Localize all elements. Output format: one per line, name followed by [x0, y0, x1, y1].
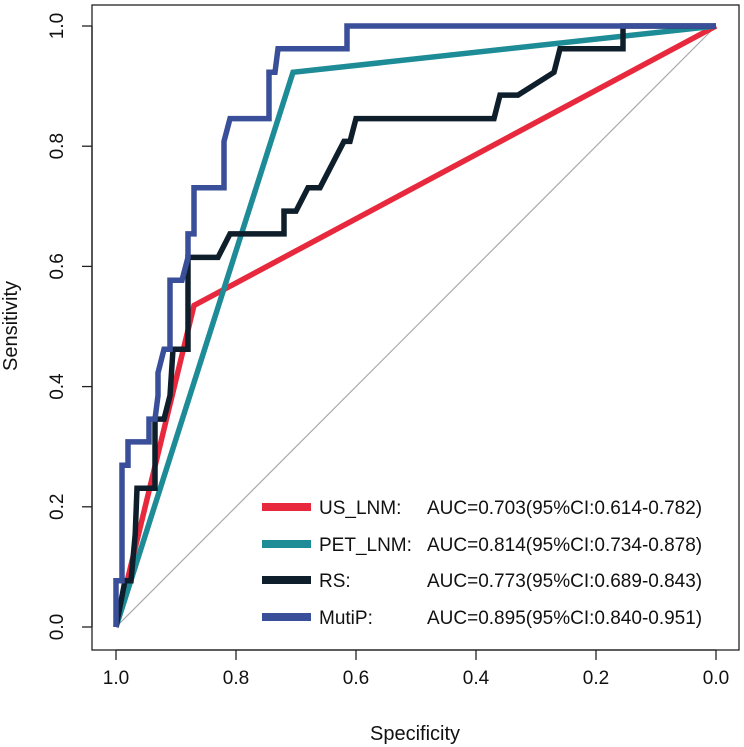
y-axis-title: Sensitivity [0, 281, 22, 371]
x-tick-label: 0.6 [343, 668, 369, 689]
series-line-pet-lnm [113, 23, 717, 628]
series-line-mutip [113, 23, 716, 627]
legend-series-name: RS: [319, 571, 351, 592]
reference-diagonal-line [115, 25, 717, 628]
legend-series-name: PET_LNM: [319, 535, 412, 556]
series-layer [113, 23, 718, 628]
x-axis-title: Specificity [370, 723, 460, 745]
x-tick-label: 0.4 [463, 668, 490, 689]
y-tick-label: 0.2 [47, 494, 68, 520]
y-tick-label: 0.8 [47, 133, 68, 159]
y-axis: 0.0 0.2 0.4 0.6 0.8 1.0 [47, 13, 93, 640]
legend-series-name: US_LNM: [319, 498, 401, 519]
legend-series-name: MutiP: [319, 608, 373, 629]
x-tick-label: 0.0 [703, 668, 729, 689]
x-tick-label: 0.2 [583, 668, 609, 689]
series-line-rs [113, 23, 716, 628]
y-tick-label: 0.0 [47, 614, 68, 640]
legend-auc-label: AUC=0.895(95%CI:0.840-0.951) [427, 608, 702, 629]
legend-auc-label: AUC=0.773(95%CI:0.689-0.843) [427, 571, 702, 592]
x-tick-label: 0.8 [223, 668, 249, 689]
legend: US_LNM: AUC=0.703(95%CI:0.614-0.782) PET_L… [262, 498, 702, 629]
x-axis: 1.0 0.8 0.6 0.4 0.2 0.0 [103, 649, 729, 689]
y-tick-label: 0.6 [47, 253, 68, 279]
legend-auc-label: AUC=0.703(95%CI:0.614-0.782) [427, 498, 702, 519]
series-line-us-lnm [113, 23, 718, 628]
x-tick-label: 1.0 [103, 668, 129, 689]
y-tick-label: 0.4 [47, 373, 68, 400]
y-tick-label: 1.0 [47, 13, 68, 39]
legend-auc-label: AUC=0.814(95%CI:0.734-0.878) [427, 535, 702, 556]
